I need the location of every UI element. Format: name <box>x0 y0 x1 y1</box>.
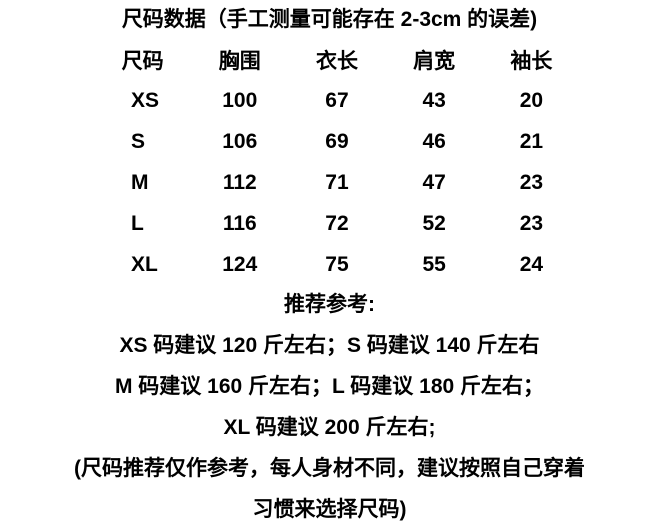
col-header-length: 衣长 <box>315 50 358 73</box>
chest-value: 112 <box>222 170 257 194</box>
shoulder-value: 43 <box>422 88 446 112</box>
chest-value: 116 <box>222 211 257 235</box>
length-value: 72 <box>325 211 349 235</box>
sleeve-value: 23 <box>519 211 544 235</box>
recommendation-line-xl: XL 码建议 200 斤左右; <box>223 416 436 439</box>
col-header-chest: 胸围 <box>218 50 261 73</box>
length-value: 67 <box>325 88 349 112</box>
size-table-header-row: 尺码 胸围 衣长 肩宽 袖长 <box>94 40 580 80</box>
sleeve-value: 24 <box>519 252 544 276</box>
table-row-xl: XL 124 75 55 24 <box>94 244 580 285</box>
shoulder-value: 52 <box>422 211 446 235</box>
recommendation-line-xs-s: XS 码建议 120 斤左右；S 码建议 140 斤左右 <box>119 334 540 357</box>
sleeve-value: 23 <box>519 170 544 194</box>
size-label: XL <box>131 252 158 276</box>
recommendation-heading: 推荐参考: <box>284 293 375 316</box>
recommendation-line-m-l: M 码建议 160 斤左右；L 码建议 180 斤左右； <box>114 375 545 398</box>
page-title: 尺码数据（手工测量可能存在 2-3cm 的误差) <box>121 8 538 31</box>
chest-value: 106 <box>222 129 258 153</box>
size-label: M <box>131 170 149 194</box>
chest-value: 100 <box>222 88 258 112</box>
col-header-shoulder: 肩宽 <box>413 50 456 73</box>
table-row-s: S 106 69 46 21 <box>94 121 580 162</box>
table-row-m: M 112 71 47 23 <box>94 162 580 203</box>
length-value: 69 <box>325 129 349 153</box>
size-label: S <box>131 129 146 153</box>
table-row-l: L 116 72 52 23 <box>94 203 580 244</box>
size-label: L <box>131 211 144 235</box>
shoulder-value: 47 <box>422 170 446 194</box>
sleeve-value: 21 <box>519 129 544 153</box>
table-row-xs: XS 100 67 43 20 <box>94 80 580 121</box>
col-header-sleeve: 袖长 <box>510 50 553 73</box>
note-line-1: (尺码推荐仅作参考，每人身材不同，建议按照自己穿着 <box>74 457 585 480</box>
length-value: 75 <box>325 252 349 276</box>
sleeve-value: 20 <box>519 88 544 112</box>
col-header-size: 尺码 <box>121 50 164 73</box>
shoulder-value: 46 <box>422 129 446 153</box>
shoulder-value: 55 <box>422 252 446 276</box>
size-table: 尺码 胸围 衣长 肩宽 袖长 XS 100 67 43 20 S 106 69 … <box>94 40 580 285</box>
note-line-2: 习惯来选择尺码) <box>252 498 407 521</box>
chest-value: 124 <box>222 252 258 276</box>
size-label: XS <box>131 88 160 112</box>
length-value: 71 <box>325 170 349 194</box>
